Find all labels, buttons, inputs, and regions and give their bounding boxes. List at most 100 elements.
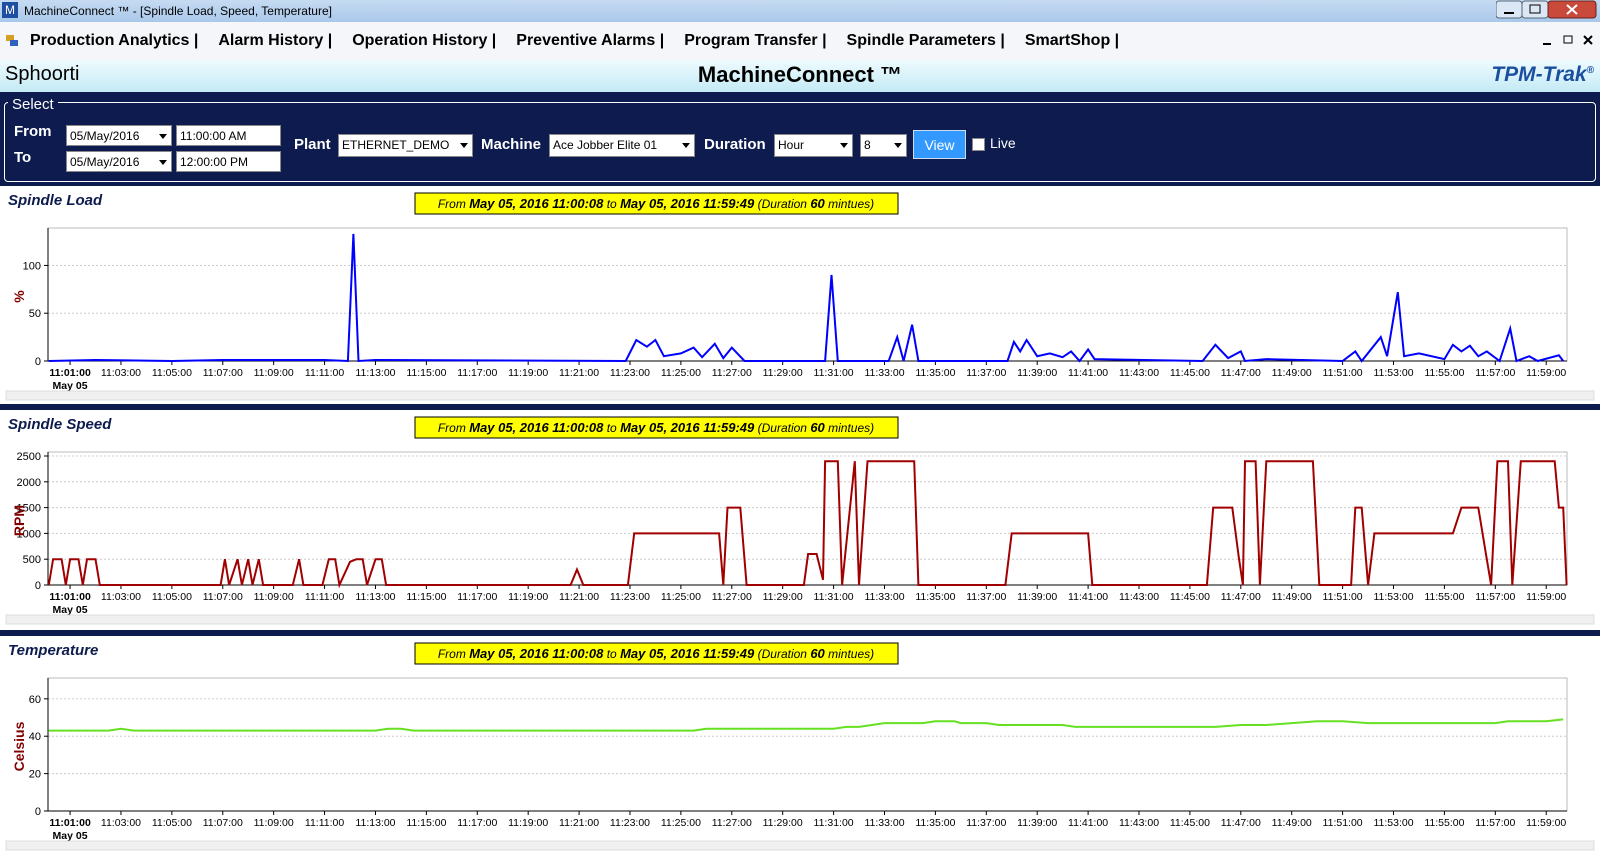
panel-divider <box>0 630 1600 636</box>
menu-items: Production Analytics | Alarm History | Ope… <box>30 32 1139 50</box>
y-tick-label: 2500 <box>17 451 41 463</box>
subtitle-box <box>414 642 899 665</box>
x-tick-label: 11:43:00 <box>1119 367 1159 379</box>
machine-text: Ace Jobber Elite 01 <box>553 138 658 152</box>
y-tick-label: 40 <box>29 731 41 743</box>
x-tick-label: 11:05:00 <box>152 591 192 603</box>
x-tick-label: 11:29:00 <box>763 367 803 379</box>
window-title: MachineConnect ™ - [Spindle Load, Speed,… <box>24 4 332 18</box>
from-time-text: 11:00:00 AM <box>180 129 247 143</box>
x-tick-label: 11:47:00 <box>1221 817 1261 829</box>
plant-select[interactable]: ETHERNET_DEMO <box>338 134 473 157</box>
mdi-controls[interactable] <box>1540 32 1600 50</box>
x-tick-sublabel: May 05 <box>53 380 88 392</box>
x-tick-label: 11:11:00 <box>305 367 344 379</box>
menu-item[interactable]: Operation History | <box>352 32 497 49</box>
x-tick-label: 11:21:00 <box>559 591 599 603</box>
x-tick-label: 11:21:00 <box>559 817 599 829</box>
x-tick-label: 11:27:00 <box>712 817 752 829</box>
menu-item[interactable]: Program Transfer | <box>684 32 827 49</box>
plant-text: ETHERNET_DEMO <box>342 138 450 152</box>
x-tick-label: 11:01:00 <box>49 817 91 829</box>
x-tick-label: 11:19:00 <box>508 817 548 829</box>
x-tick-label: 11:17:00 <box>457 817 497 829</box>
x-tick-label: 11:11:00 <box>305 817 344 829</box>
y-tick-label: 2000 <box>17 477 41 489</box>
subtitle-part: 60 <box>810 646 825 661</box>
data-line <box>48 233 1564 363</box>
x-tick-label: 11:39:00 <box>1017 367 1057 379</box>
x-tick-label: 11:25:00 <box>661 817 701 829</box>
chart-panel: Spindle Speed From May 05, 2016 11:00:08 … <box>0 410 1600 630</box>
subtitle-part: mintues) <box>825 647 874 661</box>
x-tick-label: 11:37:00 <box>966 367 1006 379</box>
x-tick-label: 11:37:00 <box>966 591 1006 603</box>
chart-subtitle: From May 05, 2016 11:00:08 to May 05, 20… <box>438 646 874 661</box>
menu-item[interactable]: SmartShop | <box>1024 32 1120 49</box>
live-checkbox[interactable] <box>972 138 985 151</box>
x-tick-label: 11:49:00 <box>1272 817 1312 829</box>
chart: Temperature From May 05, 2016 11:00:08 to… <box>5 642 1595 851</box>
subtitle-part: (Duration <box>754 197 810 211</box>
x-tick-label: 11:53:00 <box>1373 817 1413 829</box>
subtitle-part: From <box>438 197 469 211</box>
x-tick-label: 11:41:00 <box>1068 591 1108 603</box>
subtitle-part: From <box>438 647 469 661</box>
plant-label: Plant <box>294 136 331 153</box>
select-panel: Select From To 05/May/2016 11:00:00 AM 0… <box>0 92 1600 186</box>
plot-area <box>47 677 1568 812</box>
app-title: MachineConnect ™ <box>697 62 903 87</box>
brand-name: TPM-Trak <box>1491 63 1587 86</box>
menu-item[interactable]: Production Analytics | <box>30 32 199 49</box>
to-date[interactable]: 05/May/2016 <box>66 151 172 172</box>
x-tick-label: 11:01:00 <box>49 591 91 603</box>
window-controls[interactable] <box>1496 0 1600 20</box>
to-time-text: 12:00:00 PM <box>180 155 249 169</box>
view-button[interactable]: View <box>913 130 966 159</box>
menu-item[interactable]: Preventive Alarms | <box>516 32 665 49</box>
chart-title: Temperature <box>8 642 98 659</box>
x-tick-label: 11:53:00 <box>1373 367 1413 379</box>
x-tick-label: 11:59:00 <box>1526 367 1566 379</box>
y-tick-label: 1500 <box>17 503 41 515</box>
x-tick-label: 11:07:00 <box>203 367 243 379</box>
x-tick-label: 11:09:00 <box>254 367 294 379</box>
from-time[interactable]: 11:00:00 AM <box>176 125 281 146</box>
x-tick-label: 11:03:00 <box>101 817 141 829</box>
x-tick-label: 11:33:00 <box>864 817 904 829</box>
duration-value-text: 8 <box>864 138 871 152</box>
subtitle-part: to <box>603 421 620 435</box>
company-name: Sphoorti <box>5 63 80 85</box>
x-tick-label: 11:43:00 <box>1119 591 1159 603</box>
x-tick-label: 11:45:00 <box>1170 817 1210 829</box>
menu-item[interactable]: Alarm History | <box>218 32 333 49</box>
brand-mark: ® <box>1586 65 1594 76</box>
x-tick-label: 11:25:00 <box>661 367 701 379</box>
subtitle-part: mintues) <box>825 421 874 435</box>
y-tick-label: 60 <box>29 694 41 706</box>
duration-label: Duration <box>704 136 766 153</box>
x-tick-label: 11:35:00 <box>915 591 955 603</box>
to-time[interactable]: 12:00:00 PM <box>176 151 281 172</box>
subtitle-part: May 05, 2016 11:00:08 <box>469 646 604 661</box>
x-tick-label: 11:51:00 <box>1323 367 1363 379</box>
x-tick-label: 11:09:00 <box>254 817 294 829</box>
x-tick-label: 11:23:00 <box>610 367 650 379</box>
machine-select[interactable]: Ace Jobber Elite 01 <box>549 134 695 157</box>
x-tick-label: 11:57:00 <box>1475 591 1515 603</box>
x-tick-label: 11:43:00 <box>1119 817 1159 829</box>
x-tick-label: 11:59:00 <box>1526 817 1566 829</box>
x-tick-sublabel: May 05 <box>53 604 88 616</box>
menu-item[interactable]: Spindle Parameters | <box>846 32 1005 49</box>
duration-unit[interactable]: Hour <box>774 134 853 157</box>
x-tick-label: 11:27:00 <box>712 367 752 379</box>
chart-subtitle: From May 05, 2016 11:00:08 to May 05, 20… <box>438 196 874 211</box>
y-axis-label: Celsius <box>11 721 27 771</box>
chart-title: Spindle Speed <box>8 416 112 433</box>
x-tick-label: 11:01:00 <box>49 367 91 379</box>
y-tick-label: 0 <box>35 806 41 818</box>
from-date[interactable]: 05/May/2016 <box>66 125 172 146</box>
x-tick-label: 11:41:00 <box>1068 367 1108 379</box>
y-tick-label: 0 <box>35 356 41 368</box>
duration-value[interactable]: 8 <box>860 134 907 157</box>
